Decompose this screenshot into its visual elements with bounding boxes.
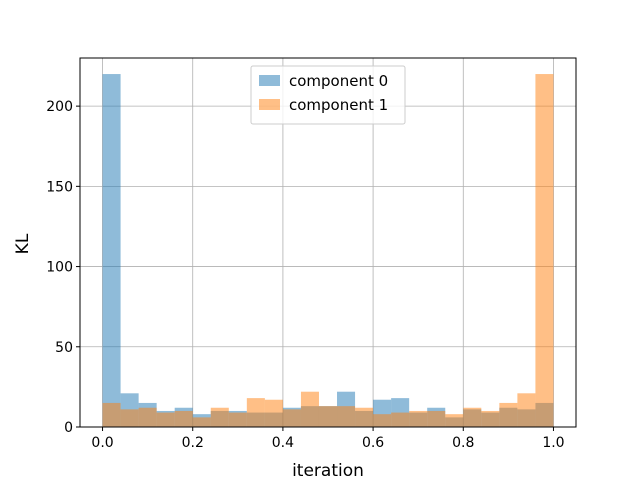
bar-series-1-bin-4 [174, 410, 193, 427]
y-tick-label: 150 [46, 179, 73, 195]
bar-series-1-bin-19 [445, 414, 464, 427]
bar-series-1-bin-5 [192, 417, 211, 427]
bar-series-1-bin-21 [481, 410, 500, 427]
bar-series-1-bin-7 [228, 412, 247, 427]
bar-series-1-bin-14 [355, 407, 374, 427]
bar-series-1-bin-12 [318, 406, 338, 427]
plot-frame [79, 57, 577, 428]
bar-series-1-bin-15 [373, 414, 392, 427]
y-axis-ticks: 0 50 100 150 200 [46, 99, 80, 436]
x-tick-label: 0.4 [272, 435, 294, 451]
bar-series-1-bin-18 [427, 410, 446, 427]
legend: component 0 component 1 [250, 65, 406, 125]
x-tick-label: 0.0 [91, 435, 113, 451]
bar-series-1-bin-13 [337, 406, 356, 427]
x-axis-ticks: 0.0 0.2 0.4 0.6 0.8 1.0 [91, 427, 565, 451]
bar-series-1-bin-10 [282, 409, 301, 427]
y-tick-label: 200 [46, 99, 73, 115]
legend-label: component 0 [289, 72, 388, 90]
x-tick-label: 0.6 [362, 435, 384, 451]
bar-series-1-bin-6 [210, 407, 229, 427]
x-tick-label: 0.2 [182, 435, 204, 451]
x-axis-label: iteration [292, 461, 364, 480]
bar-series-1-bin-9 [264, 399, 283, 427]
bar-series-1-bin-8 [246, 398, 265, 427]
bar-series-1-bin-2 [138, 407, 157, 427]
bar-series-0-bin-0 [102, 74, 121, 427]
legend-label: component 1 [289, 96, 388, 114]
bar-series-1-bin-0 [102, 402, 121, 427]
bar-series-1-bin-3 [156, 412, 175, 427]
y-tick-label: 0 [64, 420, 73, 436]
x-tick-label: 0.8 [452, 435, 474, 451]
legend-swatch [259, 75, 280, 86]
bar-series-1-bin-24 [535, 74, 554, 427]
legend-box [250, 65, 406, 125]
y-axis-label: KL [13, 233, 33, 254]
bar-series-1-bin-20 [463, 407, 482, 427]
x-tick-label: 1.0 [542, 435, 564, 451]
bar-series-1-bin-17 [409, 410, 428, 427]
bar-series-1-bin-1 [120, 409, 139, 427]
legend-swatch [259, 99, 280, 110]
y-tick-label: 50 [55, 340, 73, 356]
bar-series-1-bin-16 [391, 412, 410, 427]
bar-series-1-bin-22 [499, 402, 518, 427]
bar-series-1-bin-23 [517, 393, 536, 427]
y-tick-label: 100 [46, 260, 73, 276]
bar-series-1-bin-11 [300, 391, 319, 427]
histogram-bars [102, 74, 554, 427]
